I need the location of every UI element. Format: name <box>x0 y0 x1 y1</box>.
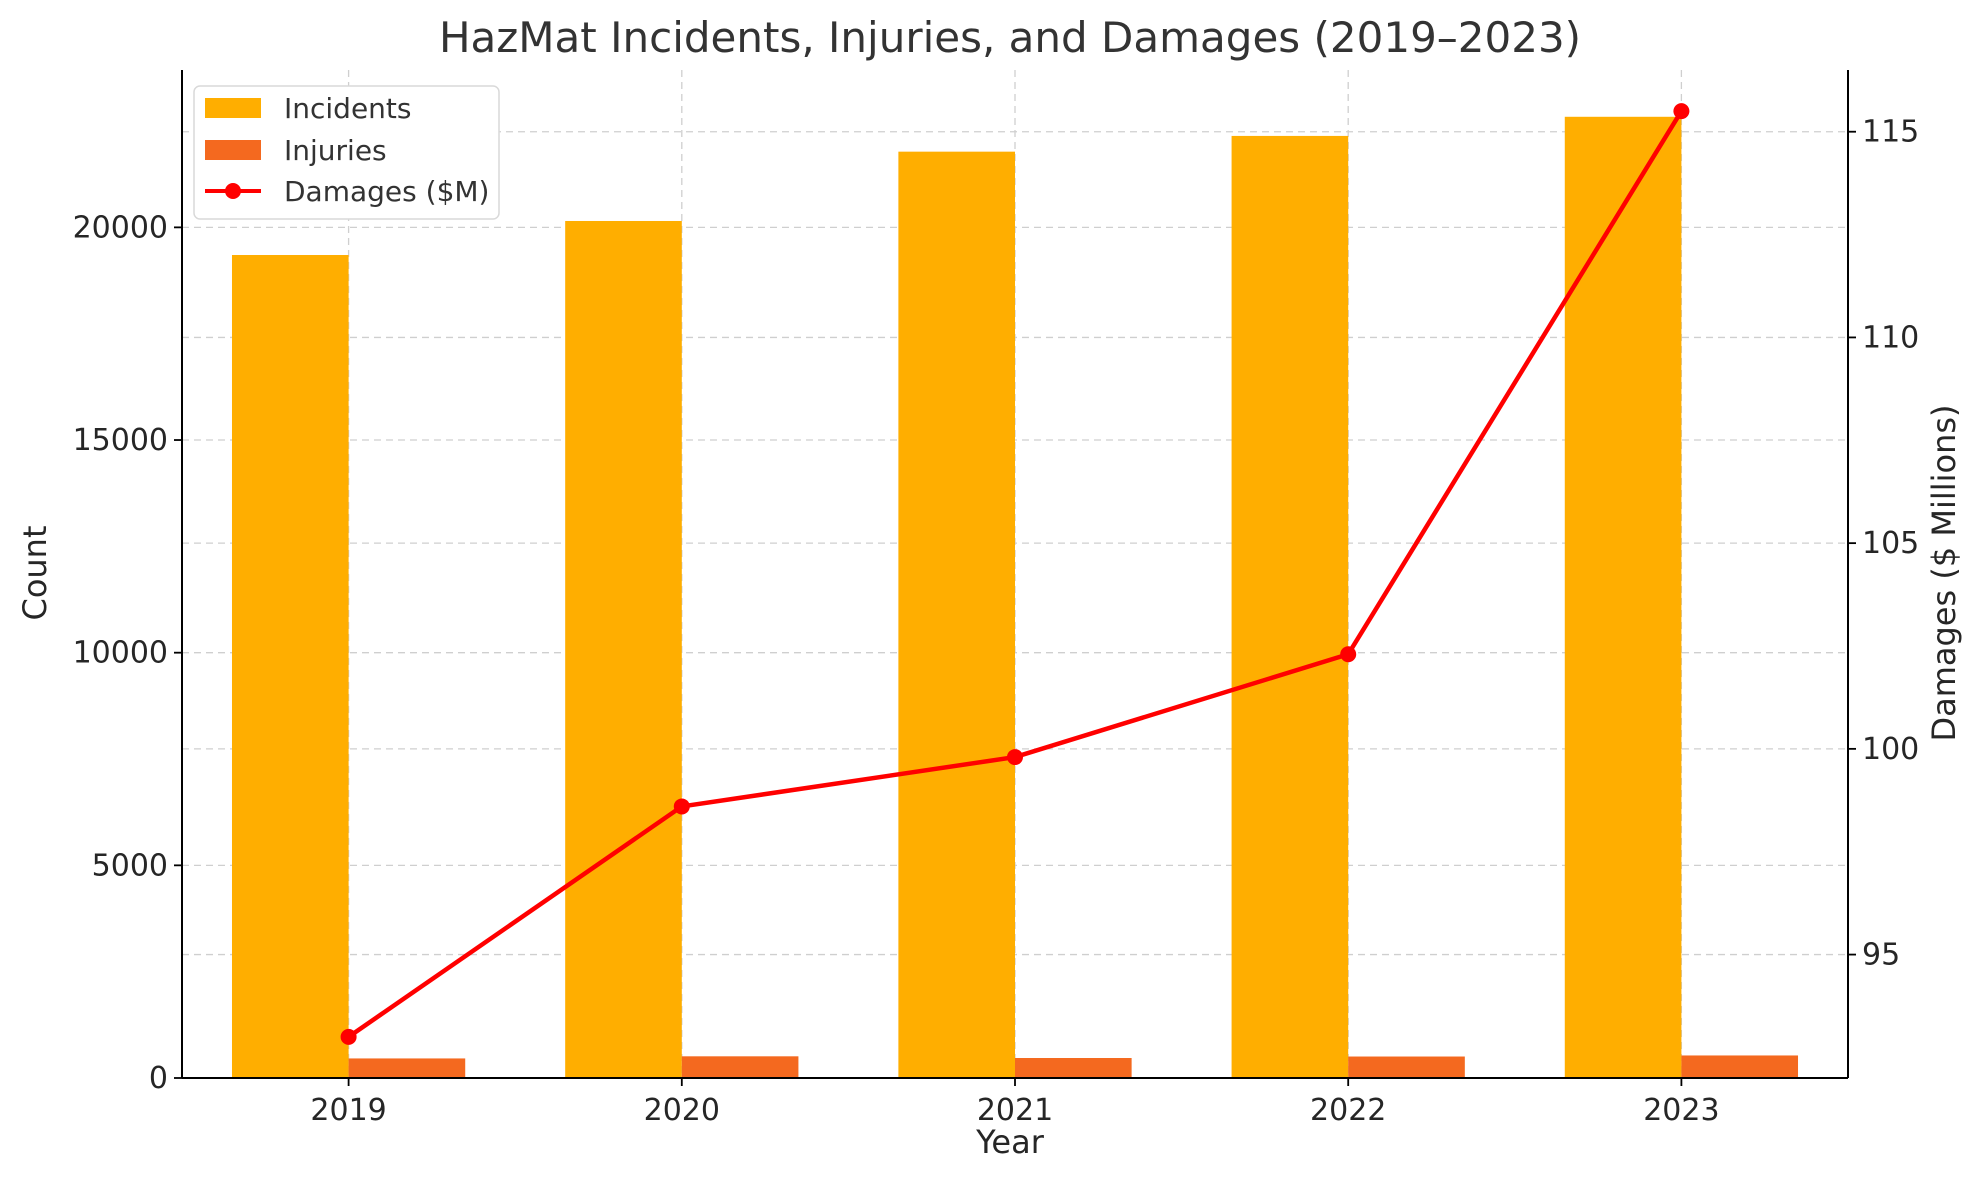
axes: 0 5000 10000 15000 20000 95 100 105 110 115 2019 20… <box>73 70 1919 1128</box>
bar-incidents <box>565 220 682 1079</box>
bar-injuries <box>348 1058 466 1078</box>
legend-label-incidents: Incidents <box>284 92 412 125</box>
x-tick-label: 2023 <box>1643 1093 1719 1128</box>
y2-tick-label: 105 <box>1862 526 1919 561</box>
point-damages <box>340 1028 357 1045</box>
y2-tick-label: 115 <box>1862 115 1919 150</box>
legend-label-injuries: Injuries <box>284 134 387 167</box>
legend-swatch-injuries <box>205 140 261 160</box>
point-damages <box>1673 103 1690 120</box>
y2-axis-title: Damages ($ Millions) <box>1925 404 1963 741</box>
x-axis-title: Year <box>975 1123 1045 1161</box>
legend: Incidents Injuries Damages ($M) <box>193 85 500 220</box>
x-tick-label: 2020 <box>644 1093 720 1128</box>
bar-incidents <box>1231 135 1349 1078</box>
damages-line <box>340 103 1690 1045</box>
point-damages <box>673 798 690 815</box>
bar-injuries <box>681 1056 799 1078</box>
bar-incidents <box>1564 116 1682 1079</box>
legend-swatch-incidents <box>205 98 261 118</box>
y-tick-label: 15000 <box>73 423 168 458</box>
y2-tick-label: 110 <box>1862 320 1919 355</box>
bar-incidents <box>898 151 1015 1078</box>
bar-injuries <box>1681 1055 1799 1078</box>
legend-marker-damages <box>225 183 241 199</box>
bars <box>231 116 1799 1079</box>
y-tick-label: 0 <box>149 1061 168 1096</box>
y-tick-label: 5000 <box>92 848 168 883</box>
bar-injuries <box>1015 1058 1132 1078</box>
bar-incidents <box>231 255 349 1078</box>
x-tick-label: 2021 <box>977 1093 1053 1128</box>
y2-tick-label: 95 <box>1862 938 1900 973</box>
legend-label-damages: Damages ($M) <box>284 175 489 208</box>
x-tick-label: 2022 <box>1310 1093 1386 1128</box>
chart-title: HazMat Incidents, Injuries, and Damages … <box>439 13 1581 62</box>
y2-tick-label: 100 <box>1862 732 1919 767</box>
x-tick-label: 2019 <box>310 1093 386 1128</box>
y-axis-title: Count <box>16 525 54 620</box>
legend-frame <box>193 85 500 220</box>
bar-injuries <box>1348 1056 1465 1078</box>
point-damages <box>1007 749 1023 766</box>
y-tick-label: 10000 <box>73 636 168 671</box>
y-tick-label: 20000 <box>73 210 168 245</box>
point-damages <box>1340 646 1357 663</box>
